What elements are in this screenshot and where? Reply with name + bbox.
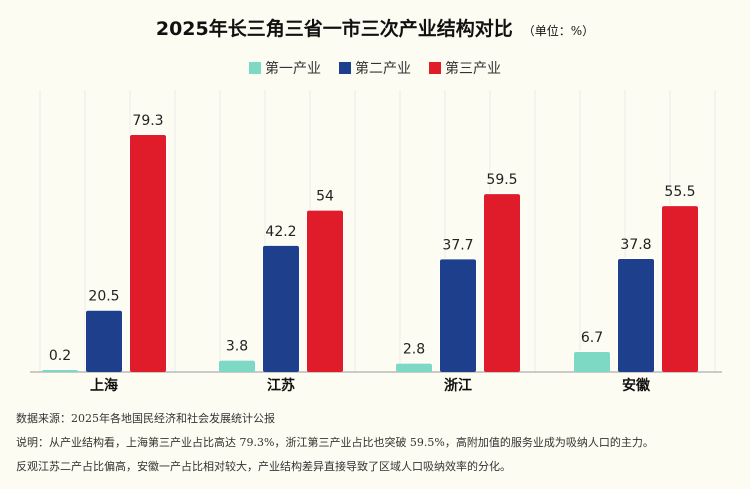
bar xyxy=(219,360,255,372)
legend-label: 第一产业 xyxy=(265,61,321,77)
category-label: 浙江 xyxy=(444,377,472,394)
data-label: 3.8 xyxy=(226,339,248,355)
data-label: 54 xyxy=(316,189,334,205)
legend-swatch xyxy=(249,62,261,74)
legend-item[interactable]: 第二产业 xyxy=(339,58,411,78)
bar xyxy=(484,194,520,372)
bar xyxy=(263,245,299,372)
bar xyxy=(396,363,432,372)
legend-label: 第三产业 xyxy=(445,61,501,77)
category-label: 江苏 xyxy=(267,377,295,394)
legend-swatch xyxy=(339,62,351,74)
chart-title: 2025年长三角三省一市三次产业结构对比 （单位：%） xyxy=(0,14,750,41)
data-label: 0.2 xyxy=(49,348,71,364)
data-label: 37.8 xyxy=(620,237,651,253)
bar xyxy=(662,206,698,372)
source-note: 数据来源：2025年各地国民经济和社会发展统计公报 xyxy=(16,412,275,425)
bar xyxy=(86,310,122,372)
legend-label: 第二产业 xyxy=(355,61,411,77)
title-text: 2025年长三角三省一市三次产业结构对比 xyxy=(155,18,513,40)
bar xyxy=(42,370,78,372)
legend-item[interactable]: 第一产业 xyxy=(249,58,321,78)
explanation-line-2: 反观江苏二产占比偏高，安徽一产占比相对较大，产业结构差异直接导致了区域人口吸纳效… xyxy=(16,460,511,473)
data-label: 20.5 xyxy=(88,289,119,305)
data-label: 42.2 xyxy=(265,224,296,240)
unit-label: （单位：%） xyxy=(522,24,595,38)
data-label: 2.8 xyxy=(403,342,425,358)
legend: 第一产业 第二产业 第三产业 xyxy=(0,58,750,78)
bar xyxy=(574,351,610,372)
data-label: 6.7 xyxy=(581,330,603,346)
category-label: 安徽 xyxy=(622,377,651,394)
legend-item[interactable]: 第三产业 xyxy=(429,58,501,78)
data-label: 55.5 xyxy=(664,184,695,200)
category-label: 上海 xyxy=(90,377,118,394)
explanation-line-1: 说明：从产业结构看，上海第三产业占比高达 79.3%，浙江第三产业占比也突破 5… xyxy=(16,436,654,449)
legend-swatch xyxy=(429,62,441,74)
bar xyxy=(307,210,343,372)
data-label: 37.7 xyxy=(442,237,473,253)
bar xyxy=(130,135,166,372)
data-label: 59.5 xyxy=(486,172,517,188)
bar-chart: 0.2 20.5 79.3 上海 3.8 42.2 54 江苏 2.8 37.7 59.5 浙江 6.7… xyxy=(30,90,722,394)
data-label: 79.3 xyxy=(132,113,163,129)
bar xyxy=(440,259,476,372)
bar xyxy=(618,259,654,372)
